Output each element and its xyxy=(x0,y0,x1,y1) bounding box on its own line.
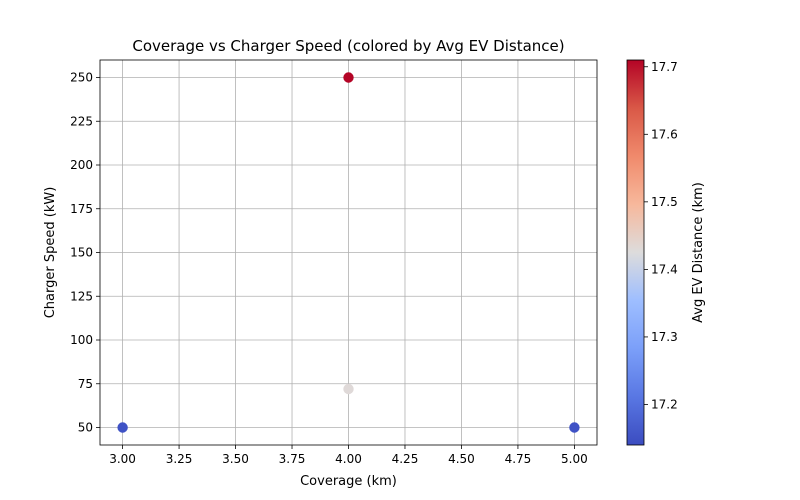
y-tick-label: 150 xyxy=(70,246,93,260)
data-point xyxy=(343,383,354,395)
data-points xyxy=(117,72,580,433)
y-tick-label: 250 xyxy=(70,71,93,85)
x-tick-label: 3.00 xyxy=(109,452,136,466)
colorbar-tick-label: 17.4 xyxy=(651,262,678,276)
plot-frame xyxy=(99,59,598,446)
x-tick-label: 4.50 xyxy=(448,452,475,466)
data-point xyxy=(343,72,354,83)
colorbar-tick-label: 17.5 xyxy=(651,195,678,209)
chart-title: Coverage vs Charger Speed (colored by Av… xyxy=(132,37,564,55)
y-tick-label: 175 xyxy=(70,202,93,216)
colorbar-tick-label: 17.7 xyxy=(651,60,678,74)
colorbar-tick-label: 17.6 xyxy=(651,127,678,141)
x-tick-label: 5.00 xyxy=(561,452,588,466)
x-tick-label: 3.25 xyxy=(166,452,193,466)
x-axis-label: Coverage (km) xyxy=(300,474,397,489)
colorbar-label: Avg EV Distance (km) xyxy=(691,182,706,323)
data-point xyxy=(569,422,580,433)
y-tick-label: 100 xyxy=(70,333,93,347)
colorbar-frame xyxy=(626,59,645,446)
x-tick-label: 4.00 xyxy=(335,452,362,466)
colorbar-tick-label: 17.3 xyxy=(651,330,678,344)
x-tick-label: 3.50 xyxy=(222,452,249,466)
colorbar-gradient xyxy=(627,60,644,445)
x-tick-label: 4.25 xyxy=(392,452,419,466)
data-point xyxy=(117,422,128,433)
x-tick-label: 4.75 xyxy=(505,452,532,466)
y-tick-label: 200 xyxy=(70,158,93,172)
y-axis-label: Charger Speed (kW) xyxy=(43,187,58,319)
colorbar: 17.2 17.3 17.4 17.5 17.6 17.7 xyxy=(626,59,678,446)
y-tick-label: 75 xyxy=(78,377,93,391)
y-tick-label: 50 xyxy=(78,421,93,435)
y-tick-label: 225 xyxy=(70,114,93,128)
axes: 3.00 3.25 3.50 3.75 4.00 4.25 4.50 4.75 5.00 50 75… xyxy=(70,59,598,466)
y-tick-label: 125 xyxy=(70,289,93,303)
x-tick-label: 3.75 xyxy=(279,452,306,466)
colorbar-tick-label: 17.2 xyxy=(651,397,678,411)
